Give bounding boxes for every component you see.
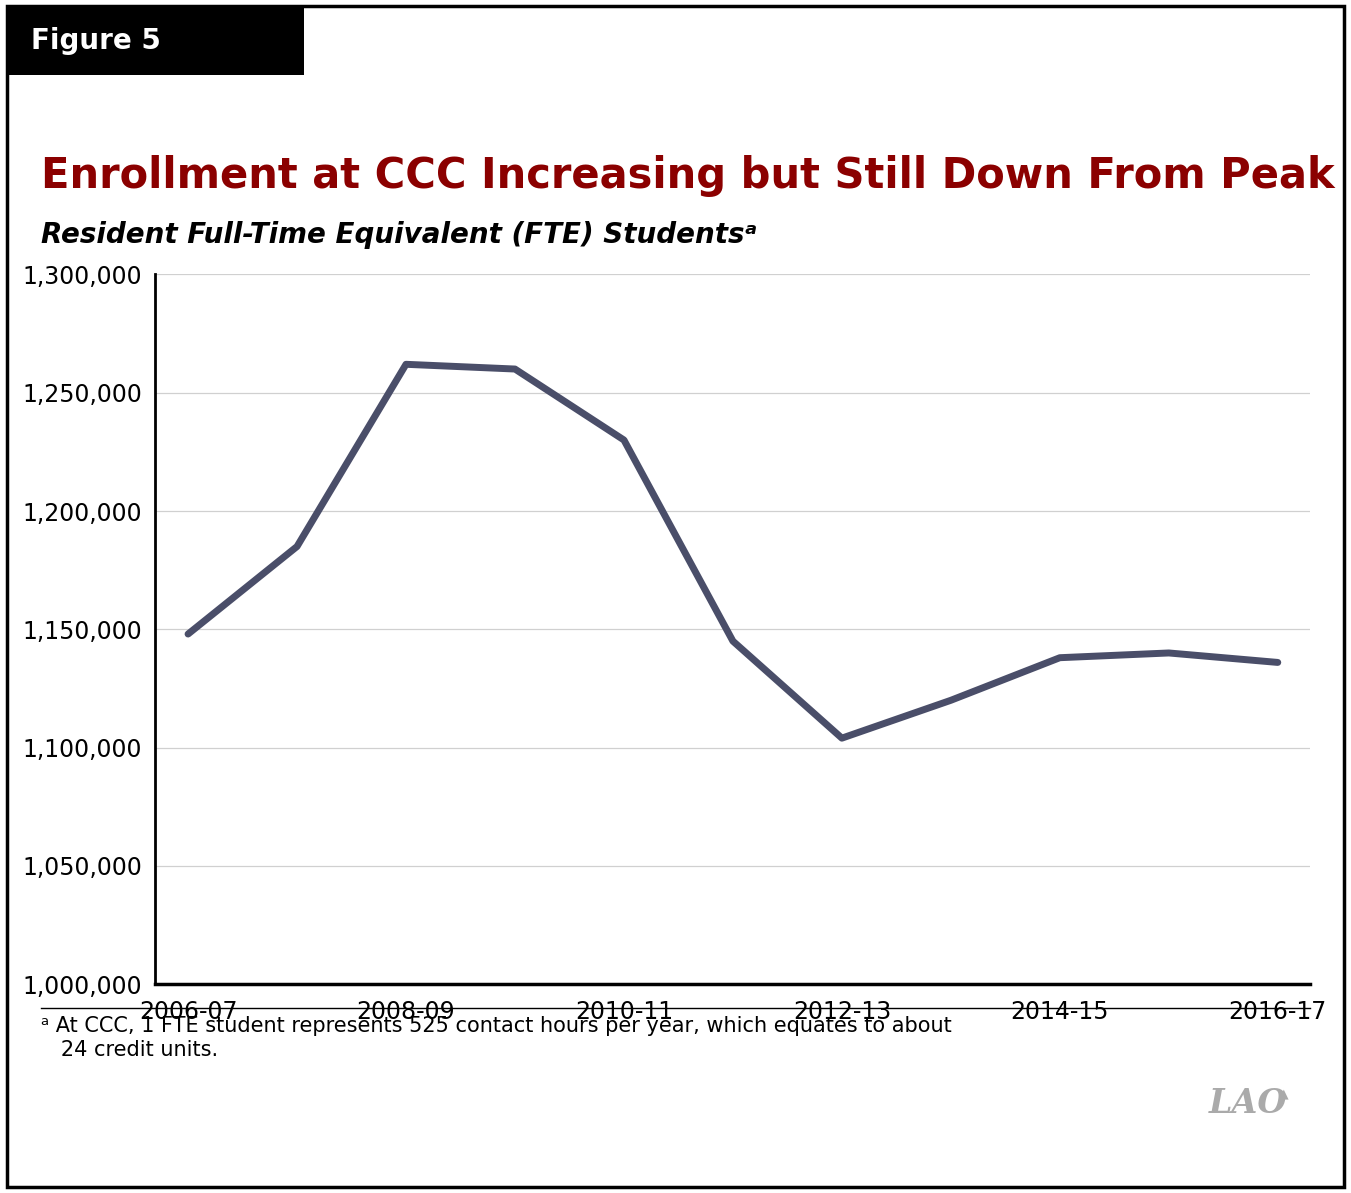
Text: ▲: ▲ [1279,1088,1289,1100]
Text: Figure 5: Figure 5 [31,26,161,55]
Text: Resident Full-Time Equivalent (FTE) Studentsᵃ: Resident Full-Time Equivalent (FTE) Stud… [41,221,757,248]
Text: ᵃ At CCC, 1 FTE student represents 525 contact hours per year, which equates to : ᵃ At CCC, 1 FTE student represents 525 c… [41,1016,951,1059]
Text: Enrollment at CCC Increasing but Still Down From Peak: Enrollment at CCC Increasing but Still D… [41,155,1335,197]
Text: LAO: LAO [1209,1087,1288,1120]
